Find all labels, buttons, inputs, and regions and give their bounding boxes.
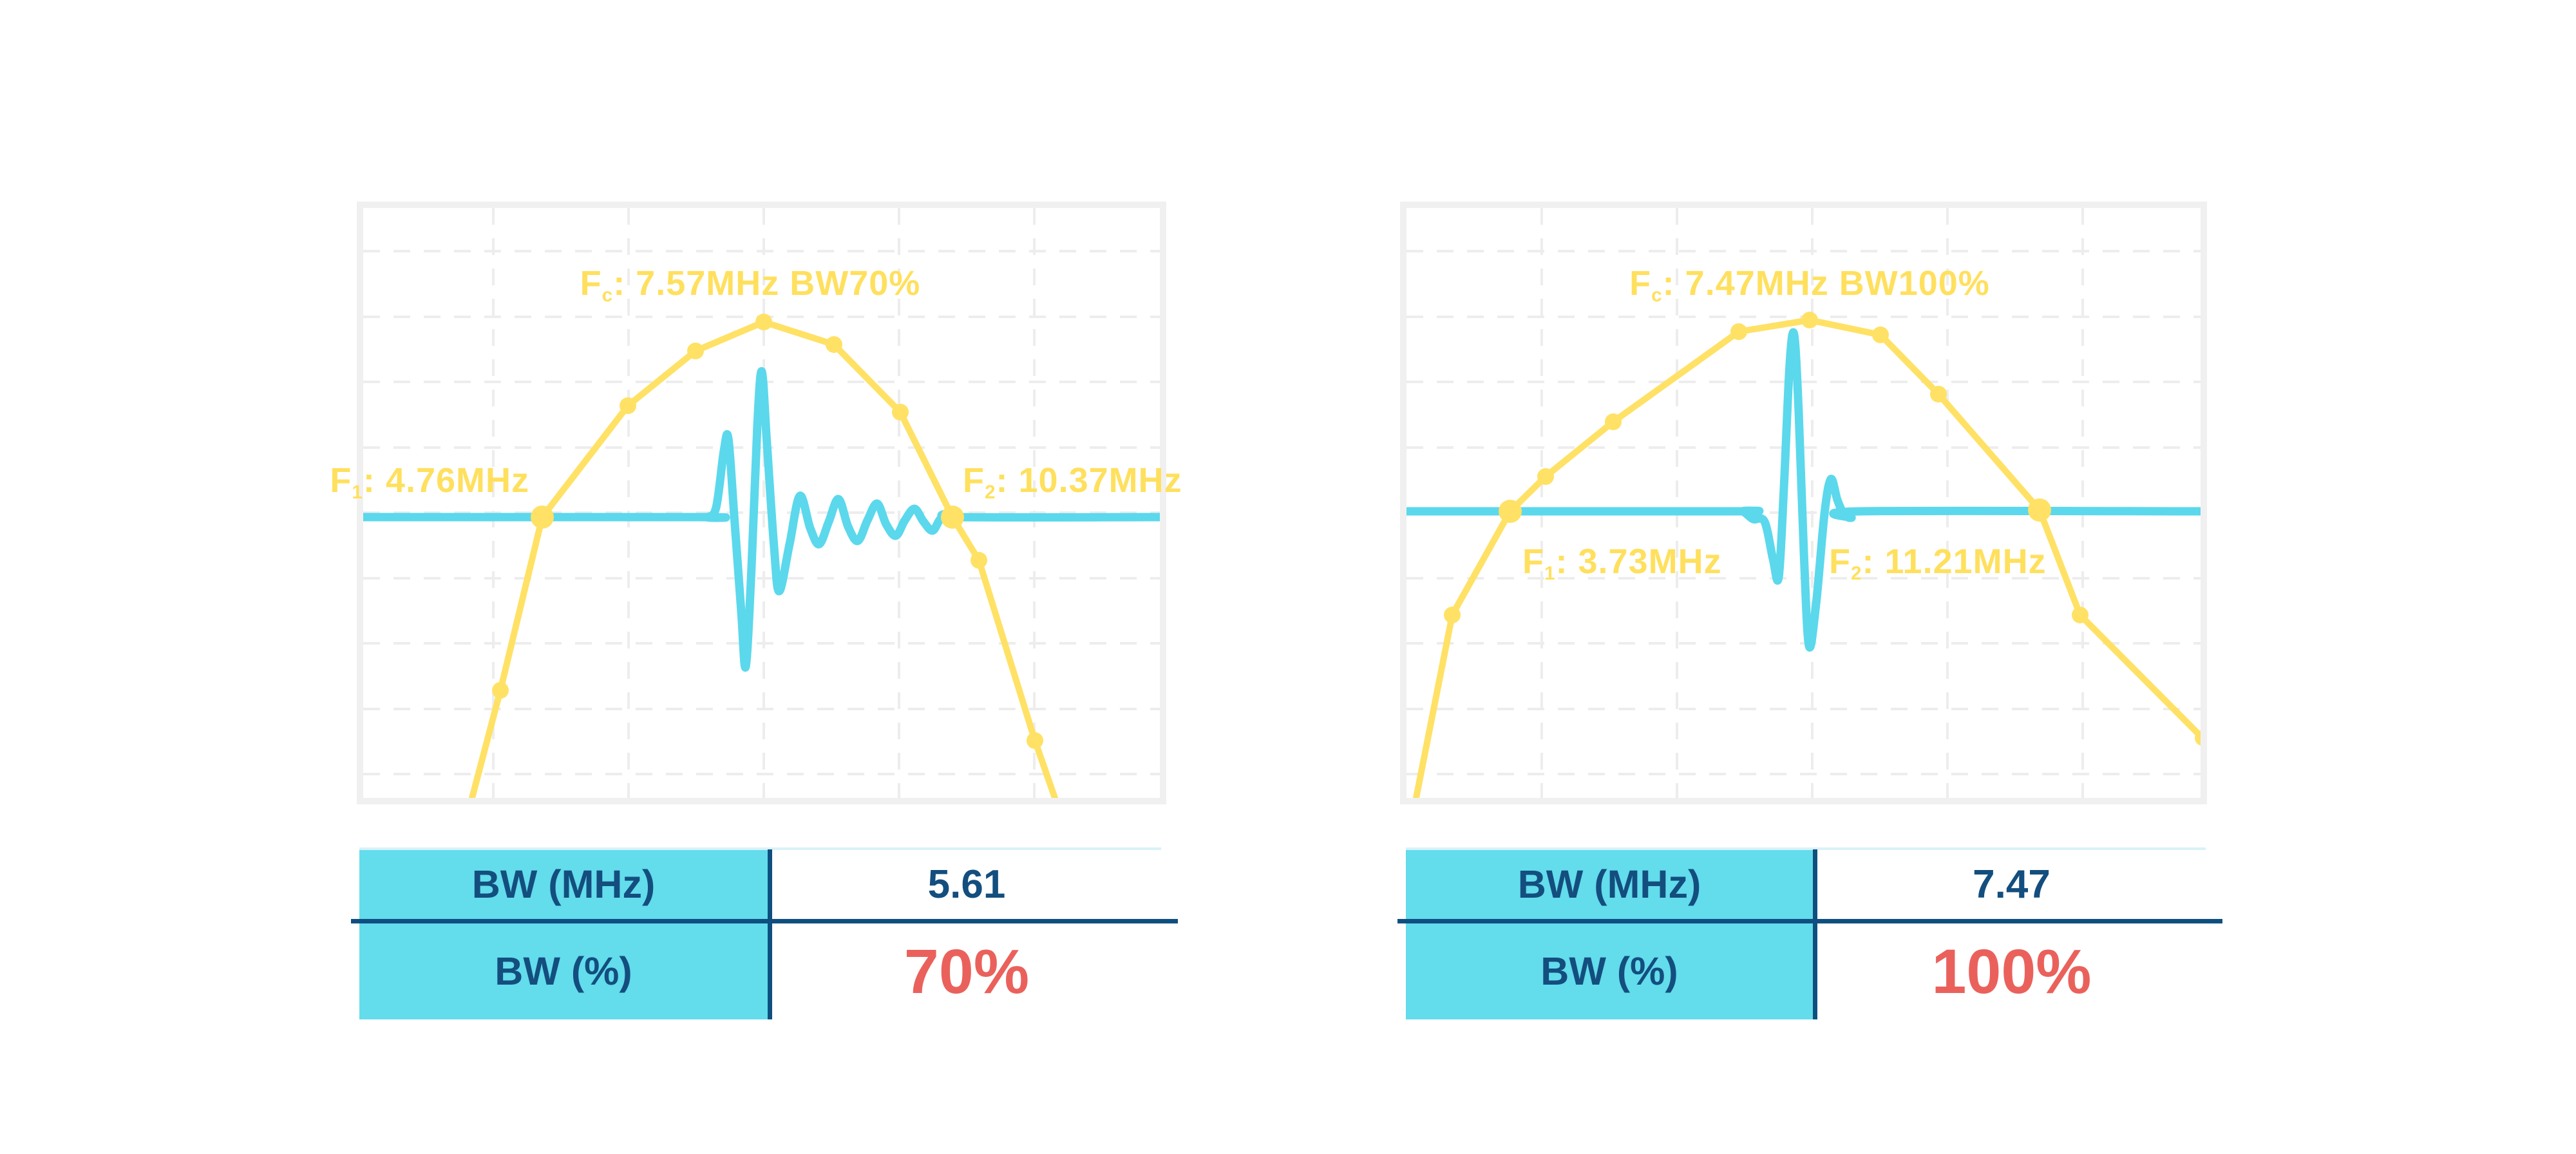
bw-pct-value: 100% [1931,936,2092,1007]
fc-value: : 7.57MHz BW70% [613,264,921,303]
f1-subscript: 1 [352,481,363,503]
spectrum-marker [492,682,509,699]
f1-annotation-left: F1: 4.76MHz [330,461,529,502]
f2-value: : 11.21MHz [1862,542,2047,581]
spectrum-marker [1801,312,1818,328]
spectrum-marker [826,336,842,353]
f2-annotation-left: F2: 10.37MHz [963,461,1182,502]
bw-pct-label: BW (%) [495,949,632,993]
spectrum-marker [1499,500,1522,523]
fc-annotation-left: Fc: 7.57MHz BW70% [580,264,921,305]
f1-value: : 3.73MHz [1555,542,1722,581]
spectrum-marker [620,397,636,414]
spectrum-marker [1027,732,1043,749]
fc-annotation-right: Fc: 7.47MHz BW100% [1629,264,1990,305]
fc-symbol: F [580,264,602,303]
spectrum-marker [1872,326,1889,343]
spectrum-marker [531,506,554,529]
spectrum-marker [941,506,964,529]
chart-plot-area-left [363,208,1160,798]
spectrum-marker [2072,607,2088,623]
bw-pct-value: 70% [904,936,1030,1007]
table-header-column [1406,849,1813,1019]
f1-subscript: 1 [1544,562,1556,584]
table-row-divider [351,919,1178,923]
spectrum-marker [755,314,772,330]
fc-symbol: F [1629,264,1652,303]
bw-mhz-label: BW (MHz) [1517,862,1701,906]
spectrum-marker [1730,323,1747,340]
fc-subscript: c [1651,284,1663,306]
bw-table-right: BW (MHz) BW (%) 7.47 100% [1397,847,2222,1019]
f2-symbol: F [963,461,985,500]
f1-value: : 4.76MHz [363,461,529,500]
table-top-border [1406,847,2206,850]
table-top-border [359,847,1161,850]
fc-subscript: c [601,284,614,306]
spectrum-marker [1930,386,1947,402]
bw-mhz-value: 7.47 [1973,862,2050,907]
chart-frame-right [1400,202,2207,804]
spectrum-marker [892,404,909,421]
spectrum-marker [687,343,704,359]
table-row-divider [1397,919,2222,923]
f1-annotation-right: F1: 3.73MHz [1522,542,1722,583]
pulse-waveform [363,367,1160,672]
f1-symbol: F [1522,542,1544,581]
chart-frame-left [357,202,1166,804]
f1-symbol: F [330,461,352,500]
spectrum-marker [1537,468,1554,485]
spectrum-curve [469,319,1058,798]
pulse-waveform [1406,328,2201,652]
spectrum-curve [1413,317,2201,798]
f2-value: : 10.37MHz [996,461,1182,500]
fc-value: : 7.47MHz BW100% [1662,264,1990,303]
spectrum-marker [2028,498,2051,522]
bw-mhz-value: 5.61 [927,862,1006,907]
bw-mhz-label: BW (MHz) [471,862,656,906]
bw-pct-label: BW (%) [1540,949,1678,993]
table-column-divider [768,849,772,1019]
f2-annotation-right: F2: 11.21MHz [1829,542,2047,583]
f2-subscript: 2 [1851,562,1862,584]
spectrum-marker [2195,730,2201,746]
spectrum-marker [1444,607,1461,623]
spectrum-marker [971,552,987,569]
table-column-divider [1813,849,1817,1019]
chart-plot-area-right [1406,208,2201,798]
f2-subscript: 2 [985,481,996,503]
f2-symbol: F [1829,542,1851,581]
spectrum-marker [1605,413,1622,430]
table-header-column [359,849,768,1019]
bw-table-left: BW (MHz) BW (%) 5.61 70% [351,847,1178,1019]
